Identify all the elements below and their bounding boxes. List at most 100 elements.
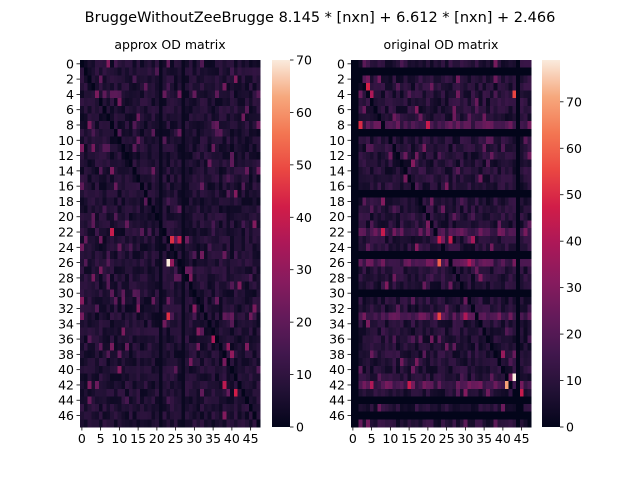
- heatmap-cell: [129, 167, 133, 175]
- heatmap-cell: [467, 167, 471, 175]
- heatmap-cell: [95, 328, 99, 336]
- heatmap-cell: [238, 144, 242, 152]
- heatmap-cell: [464, 182, 468, 190]
- heatmap-cell: [125, 251, 129, 259]
- heatmap-cell: [189, 419, 193, 427]
- heatmap-cell: [512, 159, 516, 167]
- heatmap-cell: [211, 175, 215, 183]
- colorbar-tick-label: 70: [566, 94, 582, 109]
- heatmap-cell: [211, 266, 215, 274]
- heatmap-cell: [430, 213, 434, 221]
- heatmap-cell: [411, 75, 415, 83]
- heatmap-cell: [249, 335, 253, 343]
- heatmap-cell: [200, 167, 204, 175]
- heatmap-cell: [430, 129, 434, 137]
- heatmap-cell: [456, 335, 460, 343]
- heatmap-cell: [392, 343, 396, 351]
- heatmap-cell: [211, 259, 215, 267]
- heatmap-cell: [133, 266, 137, 274]
- heatmap-cell: [486, 366, 490, 374]
- heatmap-cell: [208, 289, 212, 297]
- heatmap-cell: [133, 159, 137, 167]
- heatmap-cell: [366, 373, 370, 381]
- heatmap-cell: [253, 335, 257, 343]
- heatmap-cell: [527, 266, 531, 274]
- heatmap-cell: [430, 205, 434, 213]
- heatmap-cell: [449, 244, 453, 252]
- heatmap-cell: [385, 175, 389, 183]
- heatmap-cell: [520, 152, 524, 160]
- heatmap-cell: [234, 266, 238, 274]
- heatmap-cell: [88, 228, 92, 236]
- heatmap-cell: [374, 381, 378, 389]
- heatmap-cell: [181, 389, 185, 397]
- heatmap-cell: [460, 282, 464, 290]
- heatmap-cell: [479, 244, 483, 252]
- heatmap-cell: [464, 167, 468, 175]
- heatmap-cell: [84, 205, 88, 213]
- heatmap-cell: [200, 98, 204, 106]
- heatmap-cell: [181, 60, 185, 68]
- heatmap-cell: [166, 175, 170, 183]
- heatmap-cell: [106, 121, 110, 129]
- heatmap-cell: [118, 404, 122, 412]
- heatmap-cell: [486, 282, 490, 290]
- heatmap-cell: [178, 98, 182, 106]
- heatmap-cell: [497, 343, 501, 351]
- heatmap-cell: [400, 328, 404, 336]
- heatmap-cell: [437, 412, 441, 420]
- heatmap-cell: [121, 198, 125, 206]
- heatmap-cell: [389, 335, 393, 343]
- heatmap-cell: [133, 404, 137, 412]
- heatmap-cell: [407, 198, 411, 206]
- heatmap-cell: [351, 182, 355, 190]
- heatmap-cell: [426, 144, 430, 152]
- heatmap-cell: [185, 373, 189, 381]
- heatmap-cell: [215, 328, 219, 336]
- heatmap-cell: [359, 328, 363, 336]
- heatmap-cell: [460, 68, 464, 76]
- heatmap-cell: [114, 358, 118, 366]
- heatmap-cell: [238, 289, 242, 297]
- heatmap-cell: [106, 259, 110, 267]
- heatmap-cell: [256, 343, 260, 351]
- heatmap-cell: [392, 244, 396, 252]
- heatmap-cell: [505, 259, 509, 267]
- heatmap-cell: [110, 114, 114, 122]
- heatmap-cell: [422, 205, 426, 213]
- heatmap-cell: [404, 419, 408, 427]
- heatmap-cell: [196, 412, 200, 420]
- heatmap-cell: [174, 182, 178, 190]
- heatmap-cell: [456, 190, 460, 198]
- heatmap-cell: [155, 152, 159, 160]
- heatmap-cell: [95, 351, 99, 359]
- heatmap-cell: [118, 106, 122, 114]
- y-tick-label: 30: [58, 286, 74, 301]
- heatmap-cell: [419, 198, 423, 206]
- heatmap-cell: [253, 129, 257, 137]
- heatmap-cell: [110, 259, 114, 267]
- heatmap-cell: [118, 419, 122, 427]
- x-tick-label: 30: [186, 431, 202, 446]
- heatmap-cell: [475, 419, 479, 427]
- heatmap-cell: [208, 213, 212, 221]
- heatmap-cell: [494, 335, 498, 343]
- heatmap-cell: [189, 198, 193, 206]
- heatmap-cell: [196, 121, 200, 129]
- heatmap-cell: [215, 198, 219, 206]
- heatmap-cell: [133, 221, 137, 229]
- heatmap-cell: [99, 129, 103, 137]
- heatmap-cell: [437, 91, 441, 99]
- heatmap-cell: [374, 68, 378, 76]
- heatmap-cell: [118, 305, 122, 313]
- heatmap-cell: [471, 244, 475, 252]
- heatmap-cell: [471, 198, 475, 206]
- heatmap-cell: [505, 351, 509, 359]
- heatmap-cell: [99, 259, 103, 267]
- heatmap-cell: [445, 259, 449, 267]
- heatmap-cell: [230, 419, 234, 427]
- heatmap-cell: [95, 274, 99, 282]
- heatmap-cell: [125, 159, 129, 167]
- heatmap-cell: [103, 244, 107, 252]
- heatmap-cell: [381, 98, 385, 106]
